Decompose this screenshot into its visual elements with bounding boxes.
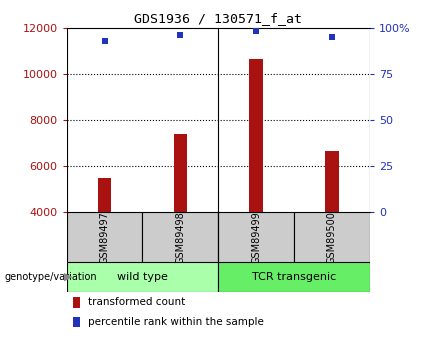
Bar	[218, 262, 370, 292]
Text: transformed count: transformed count	[88, 297, 185, 307]
Text: TCR transgenic: TCR transgenic	[252, 272, 336, 282]
Bar	[142, 212, 218, 262]
Text: GSM89498: GSM89498	[175, 211, 185, 264]
Point	[253, 29, 260, 34]
Point	[329, 34, 335, 40]
Bar	[249, 59, 263, 212]
Bar	[174, 134, 187, 212]
Text: GSM89500: GSM89500	[327, 211, 337, 264]
Bar	[67, 262, 218, 292]
Text: GSM89497: GSM89497	[99, 211, 110, 264]
Text: genotype/variation: genotype/variation	[4, 272, 97, 282]
Bar	[73, 297, 80, 308]
Bar	[98, 178, 111, 212]
Text: GSM89499: GSM89499	[251, 211, 261, 264]
Text: percentile rank within the sample: percentile rank within the sample	[88, 317, 264, 327]
Point	[177, 32, 184, 38]
Bar	[218, 212, 294, 262]
Bar	[67, 212, 142, 262]
Bar	[73, 317, 80, 327]
Bar	[294, 212, 370, 262]
Bar	[325, 151, 339, 212]
Title: GDS1936 / 130571_f_at: GDS1936 / 130571_f_at	[134, 12, 302, 25]
Text: wild type: wild type	[117, 272, 168, 282]
Text: ▶: ▶	[64, 272, 72, 282]
Point	[101, 38, 108, 43]
